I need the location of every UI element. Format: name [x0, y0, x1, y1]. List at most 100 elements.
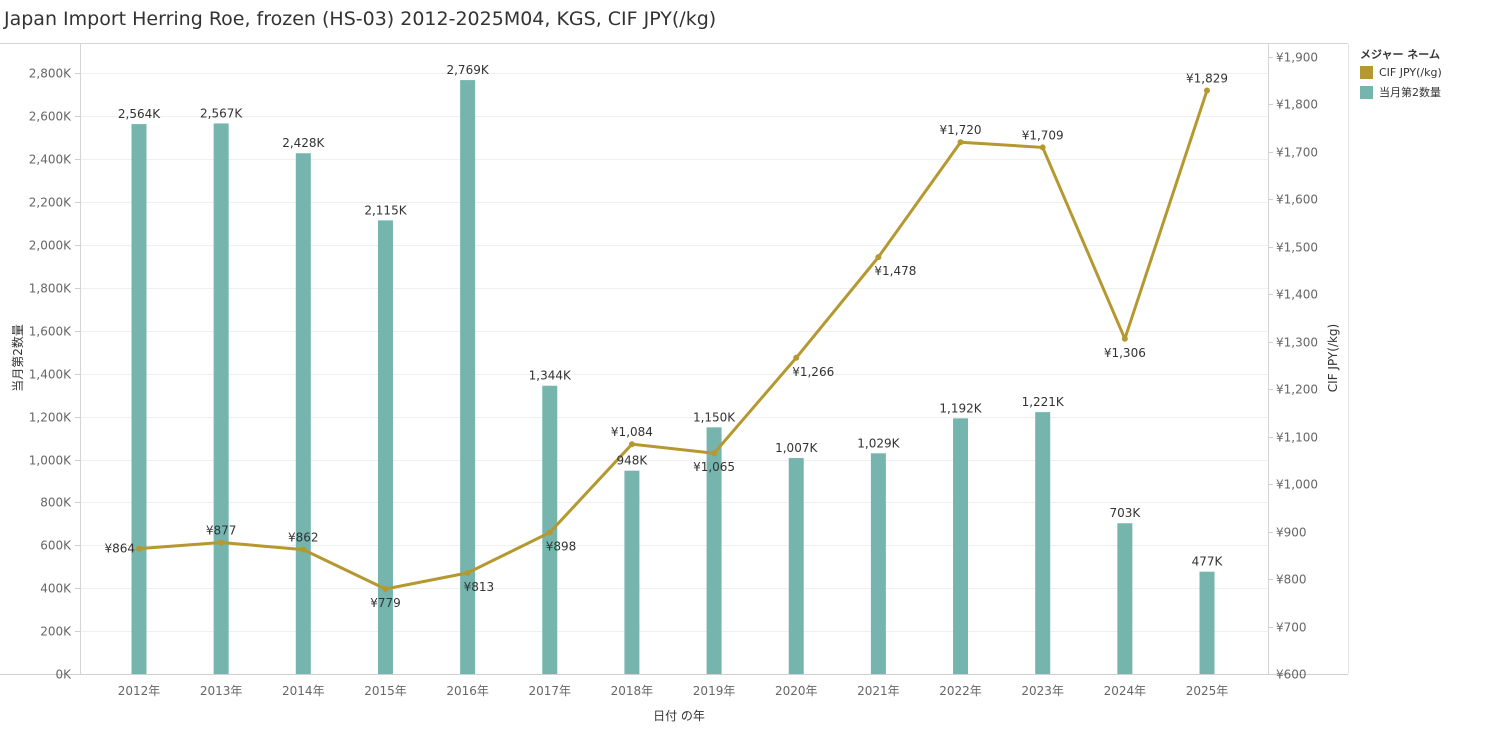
- grid-lines: [80, 73, 1268, 632]
- line-label: ¥1,084: [611, 425, 653, 439]
- right-tick-label: ¥800: [1276, 573, 1307, 587]
- line-label: ¥1,478: [874, 264, 916, 278]
- right-tick-label: ¥1,800: [1276, 98, 1318, 112]
- price-point: [382, 586, 389, 593]
- bar-label: 2,567K: [200, 106, 243, 120]
- x-tick-label: 2024年: [1104, 684, 1147, 698]
- price-point: [464, 569, 471, 576]
- right-tick-label: ¥1,300: [1276, 336, 1318, 350]
- bar: [706, 427, 722, 674]
- right-tick-label: ¥600: [1276, 668, 1307, 682]
- right-tick-label: ¥1,700: [1276, 146, 1318, 160]
- x-tick-label: 2016年: [446, 684, 489, 698]
- left-tick-label: 2,600K: [29, 110, 72, 124]
- line-label: ¥1,720: [940, 123, 982, 137]
- right-tick-label: ¥1,600: [1276, 193, 1318, 207]
- right-tick-label: ¥1,200: [1276, 383, 1318, 397]
- left-tick-label: 1,200K: [29, 411, 72, 425]
- right-tick-label: ¥700: [1276, 621, 1307, 635]
- left-tick-label: 1,000K: [29, 454, 72, 468]
- price-point: [300, 546, 307, 553]
- bar-label: 1,344K: [529, 369, 572, 383]
- line-label: ¥1,709: [1022, 128, 1064, 142]
- price-point: [1204, 87, 1210, 94]
- bar-label: 2,115K: [364, 203, 407, 217]
- left-tick-label: 800K: [40, 496, 72, 510]
- legend-label-quantity: 当月第2数量: [1379, 86, 1441, 99]
- bar: [1117, 523, 1133, 674]
- price-point: [793, 354, 800, 361]
- x-tick-label: 2025年: [1186, 684, 1229, 698]
- bar: [213, 123, 229, 675]
- x-tick-label: 2014年: [282, 684, 325, 698]
- left-tick-label: 1,800K: [29, 282, 72, 296]
- x-tick-label: 2013年: [200, 684, 243, 698]
- bar-label: 2,769K: [446, 63, 489, 77]
- line-label: ¥898: [546, 540, 577, 554]
- chart-title: Japan Import Herring Roe, frozen (HS-03)…: [4, 8, 717, 30]
- price-point: [546, 529, 553, 536]
- legend-swatch-cif: [1360, 66, 1373, 79]
- bar-label: 1,007K: [775, 441, 818, 455]
- x-tick-label: 2023年: [1021, 684, 1064, 698]
- bar: [788, 458, 804, 674]
- left-axis-title: 当月第2数量: [10, 324, 25, 392]
- legend-swatch-quantity: [1360, 85, 1373, 99]
- line-label: ¥1,065: [693, 460, 735, 474]
- line-label: ¥862: [288, 531, 319, 545]
- bar-label: 477K: [1192, 555, 1224, 569]
- x-tick-label: 2022年: [939, 684, 982, 698]
- price-point: [957, 139, 964, 146]
- x-tick-label: 2017年: [528, 684, 571, 698]
- legend: メジャー ネーム CIF JPY(/kg) 当月第2数量: [1360, 46, 1442, 105]
- price-point: [1121, 335, 1128, 342]
- right-tick-label: ¥900: [1276, 526, 1307, 540]
- bar: [295, 153, 311, 675]
- price-point: [1039, 144, 1046, 151]
- price-point: [875, 254, 882, 261]
- bar-label: 948K: [617, 454, 649, 468]
- left-tick-label: 2,400K: [29, 153, 72, 167]
- price-point: [136, 545, 142, 552]
- bar: [460, 80, 476, 675]
- left-tick-label: 200K: [40, 625, 72, 639]
- price-line: [138, 89, 1209, 591]
- price-point: [711, 450, 718, 457]
- bar: [1035, 412, 1051, 674]
- left-tick-label: 0K: [55, 668, 72, 682]
- legend-title: メジャー ネーム: [1360, 48, 1440, 61]
- bar: [1199, 571, 1215, 674]
- x-tick-label: 2018年: [611, 684, 654, 698]
- axes: 0K 200K 400K 600K 800K 1,000K 1,200K 1,400K 1,60…: [0, 43, 1349, 723]
- bar-label: 1,221K: [1022, 395, 1065, 409]
- x-tick-label: 2021年: [857, 684, 900, 698]
- line-label: ¥813: [464, 580, 495, 594]
- bar-label: 1,192K: [939, 401, 982, 415]
- x-tick-label: 2019年: [693, 684, 736, 698]
- legend-item-quantity[interactable]: 当月第2数量: [1360, 84, 1442, 100]
- x-tick-label: 2012年: [118, 684, 161, 698]
- bar-label: 1,150K: [693, 410, 736, 424]
- bar: [377, 220, 393, 675]
- bar-series: [131, 80, 1215, 675]
- price-point: [628, 441, 635, 448]
- left-tick-label: 2,200K: [29, 196, 72, 210]
- x-axis-title: 日付 の年: [653, 709, 705, 723]
- legend-item-cif[interactable]: CIF JPY(/kg): [1360, 66, 1442, 79]
- bar: [131, 124, 147, 674]
- right-axis-title: CIF JPY(/kg): [1326, 324, 1340, 392]
- line-label: ¥779: [370, 596, 401, 610]
- bar-label: 703K: [1109, 506, 1141, 520]
- right-tick-label: ¥1,500: [1276, 241, 1318, 255]
- x-tick-label: 2015年: [364, 684, 407, 698]
- bar: [870, 453, 886, 674]
- left-tick-label: 2,000K: [29, 239, 72, 253]
- right-tick-label: ¥1,000: [1276, 478, 1318, 492]
- right-tick-label: ¥1,100: [1276, 431, 1318, 445]
- line-series: [136, 87, 1210, 593]
- line-label: ¥877: [206, 523, 237, 537]
- bar-label: 1,029K: [857, 436, 900, 450]
- bar: [624, 470, 640, 674]
- left-tick-label: 1,600K: [29, 325, 72, 339]
